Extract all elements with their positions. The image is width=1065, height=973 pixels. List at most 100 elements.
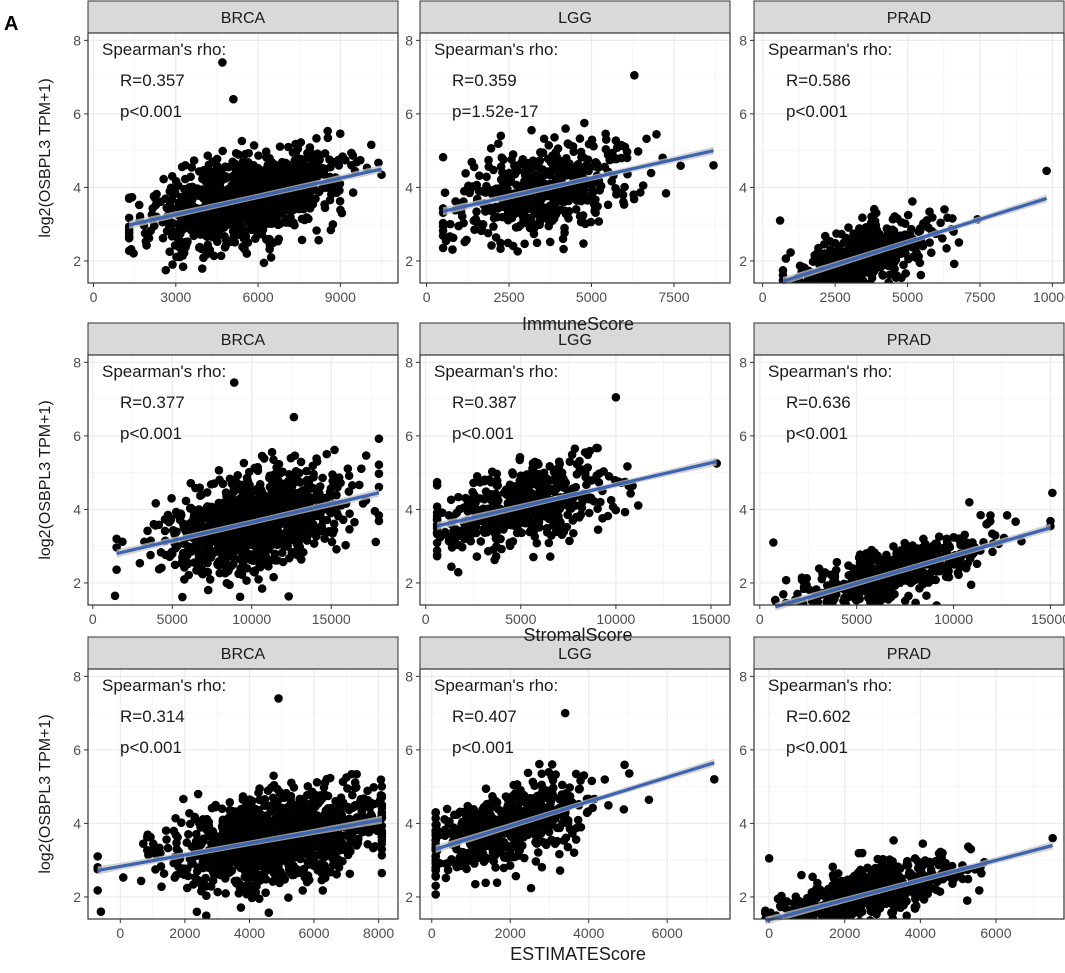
x-tick-label: 0	[422, 611, 430, 627]
data-point	[479, 220, 488, 229]
x-tick-label: 5000	[576, 289, 607, 305]
data-point	[306, 143, 315, 152]
data-point	[127, 245, 136, 254]
data-point	[165, 187, 174, 196]
data-point	[345, 471, 354, 480]
data-point	[584, 451, 593, 460]
data-point	[988, 529, 997, 538]
data-point	[304, 215, 313, 224]
data-point	[180, 185, 189, 194]
data-point	[579, 239, 588, 248]
data-point	[240, 459, 249, 468]
data-point	[240, 555, 249, 564]
data-point	[341, 541, 350, 550]
data-point	[634, 501, 643, 510]
data-point	[871, 602, 880, 611]
data-point	[779, 266, 788, 275]
data-point	[257, 213, 266, 222]
data-point	[771, 612, 780, 621]
x-tick-label: 15000	[312, 611, 351, 627]
data-point	[467, 158, 476, 167]
data-point	[833, 558, 842, 567]
data-point	[550, 133, 559, 142]
data-point	[584, 167, 593, 176]
data-point	[330, 446, 339, 455]
data-point	[535, 171, 544, 180]
data-point	[579, 196, 588, 205]
data-point	[168, 172, 177, 181]
annotation-stat: p<0.001	[120, 102, 182, 121]
data-point	[242, 576, 251, 585]
data-point	[142, 241, 151, 250]
data-point	[285, 196, 294, 205]
y-tick-label: 8	[739, 32, 747, 48]
data-point	[497, 175, 506, 184]
annotation-title: Spearman's rho:	[768, 362, 892, 381]
data-point	[594, 163, 603, 172]
data-point	[817, 280, 826, 289]
y-tick-label: 4	[405, 501, 413, 517]
data-point	[588, 136, 597, 145]
data-point	[325, 527, 334, 536]
x-tick-label: 15000	[1031, 611, 1065, 627]
data-point	[238, 137, 247, 146]
data-point	[198, 174, 207, 183]
y-tick-label: 2	[73, 253, 81, 269]
data-point	[809, 257, 818, 266]
data-point	[454, 493, 463, 502]
data-point	[889, 542, 898, 551]
data-point	[811, 605, 820, 614]
data-point	[865, 240, 874, 249]
data-point	[529, 553, 538, 562]
data-point	[626, 489, 635, 498]
y-tick-label: 8	[73, 354, 81, 370]
data-point	[218, 147, 227, 156]
data-point	[179, 795, 188, 804]
data-point	[145, 234, 154, 243]
data-point	[276, 219, 285, 228]
data-point	[560, 228, 569, 237]
data-point	[183, 237, 192, 246]
data-point	[922, 591, 931, 600]
data-point	[583, 463, 592, 472]
data-point	[235, 183, 244, 192]
data-point	[794, 283, 803, 292]
data-point	[371, 507, 380, 516]
data-point	[489, 222, 498, 231]
data-point	[182, 219, 191, 228]
data-point	[515, 456, 524, 465]
data-point	[973, 560, 982, 569]
data-point	[569, 529, 578, 538]
y-tick-label: 4	[73, 179, 81, 195]
data-point	[296, 518, 305, 527]
data-point	[472, 207, 481, 216]
data-point	[576, 212, 585, 221]
data-point	[232, 484, 241, 493]
data-point	[224, 185, 233, 194]
data-point	[320, 534, 329, 543]
data-point	[203, 488, 212, 497]
data-point	[125, 194, 134, 203]
data-point	[482, 173, 491, 182]
data-point	[295, 205, 304, 214]
data-point	[569, 147, 578, 156]
data-point	[813, 249, 822, 258]
data-point	[607, 496, 616, 505]
y-tick-label: 2	[73, 575, 81, 591]
data-point	[642, 134, 651, 143]
data-point	[291, 451, 300, 460]
data-point	[253, 487, 262, 496]
data-point	[157, 564, 166, 573]
data-point	[309, 520, 318, 529]
data-point	[462, 236, 471, 245]
data-point	[255, 556, 264, 565]
data-point	[908, 197, 917, 206]
annotation-stat: R=0.377	[120, 393, 185, 412]
data-point	[965, 498, 974, 507]
data-point	[815, 611, 824, 620]
data-point	[293, 155, 302, 164]
data-point	[242, 548, 251, 557]
data-point	[526, 224, 535, 233]
data-point	[512, 511, 521, 520]
